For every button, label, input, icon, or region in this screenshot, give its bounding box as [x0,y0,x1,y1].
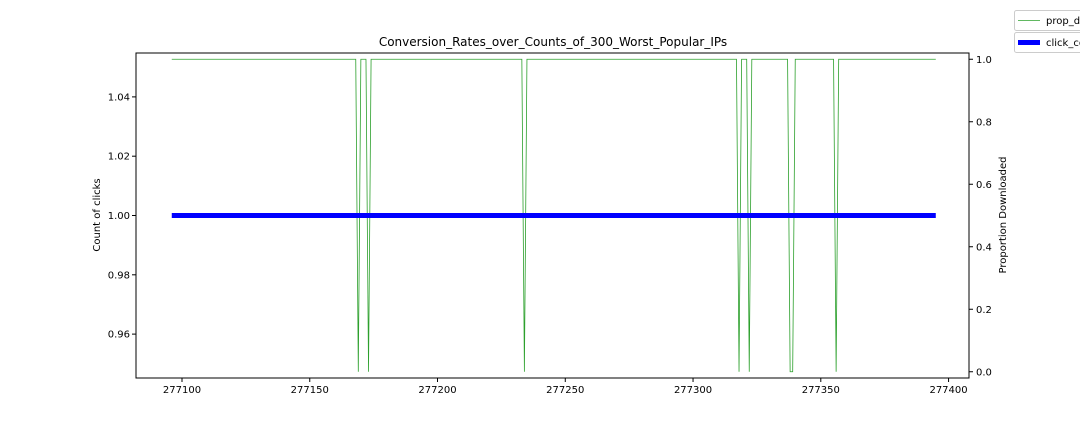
series-line-prop-d [171,58,936,373]
legend-label: prop_d [1046,16,1080,27]
y-tick-label-right: 0.0 [976,367,992,378]
y-axis-left-title: Count of clicks [92,178,103,251]
series-layer [171,58,936,373]
x-tick-label: 277350 [802,385,840,396]
x-tick-label: 277150 [291,385,329,396]
legend-label: click_co [1046,38,1080,49]
axes-layer: 277100 277150 277200 277250 277300 277350 2774… [108,52,992,396]
x-tick-label: 277300 [674,385,712,396]
y-tick-label-right: 0.6 [976,180,992,191]
y-tick-label-right: 0.8 [976,117,992,128]
x-tick-label: 277250 [546,385,584,396]
y-tick-label-right: 0.2 [976,305,992,316]
legend-box [1014,32,1080,53]
chart-title: Conversion_Rates_over_Counts_of_300_Wors… [379,35,727,49]
y-tick-label-left: 0.96 [108,330,130,341]
y-tick-label-left: 1.02 [108,152,130,163]
x-tick-label: 277100 [163,385,201,396]
legend-box [1014,10,1080,31]
y-tick-label-right: 0.4 [976,242,992,253]
x-tick-label: 277200 [418,385,456,396]
legend: prop_d click_co [1014,10,1080,53]
legend-item-prop-d: prop_d [1014,10,1080,31]
y-axis-right-title: Proportion Downloaded [998,157,1009,274]
y-tick-label-left: 0.98 [108,270,130,281]
y-tick-label-right: 1.0 [976,55,992,66]
y-tick-label-left: 1.04 [108,92,130,103]
y-tick-label-left: 1.00 [108,211,130,222]
legend-item-click-co: click_co [1014,32,1080,53]
x-tick-label: 277400 [929,385,967,396]
